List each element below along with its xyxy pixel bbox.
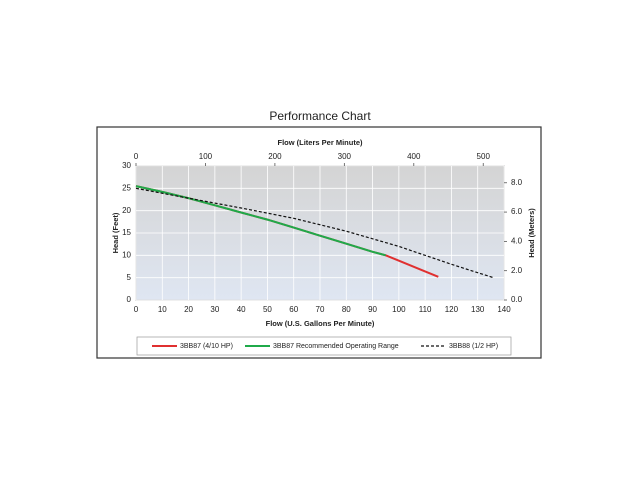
x-tick-label: 110 (419, 305, 432, 314)
x-tick-label: 20 (184, 305, 193, 314)
x-tick-label: 70 (316, 305, 325, 314)
x-tick-label: 60 (289, 305, 298, 314)
y2-tick-label: 4.0 (511, 236, 523, 245)
y-tick-label: 30 (122, 161, 131, 170)
y-tick-label: 10 (122, 250, 131, 259)
y2-tick-label: 0.0 (511, 295, 523, 304)
y2-tick-label: 2.0 (511, 266, 523, 275)
x2-tick-label: 500 (477, 152, 491, 161)
x2-tick-label: 200 (268, 152, 282, 161)
y-tick-label: 5 (127, 273, 132, 282)
y2-tick-label: 6.0 (511, 207, 523, 216)
x-tick-label: 40 (237, 305, 246, 314)
x2-axis-label: Flow (Liters Per Minute) (277, 138, 363, 147)
y-tick-label: 0 (127, 295, 132, 304)
x-tick-label: 0 (134, 305, 139, 314)
x-tick-label: 80 (342, 305, 351, 314)
x-tick-label: 50 (263, 305, 272, 314)
y-axis-label: Head (Feet) (111, 212, 120, 253)
legend-label: 3BB88 (1/2 HP) (449, 343, 498, 350)
series-line (135, 187, 494, 279)
x2-tick-label: 400 (407, 152, 421, 161)
x-tick-label: 120 (445, 305, 459, 314)
x2-tick-label: 100 (199, 152, 213, 161)
x2-tick-label: 0 (134, 152, 139, 161)
x-tick-label: 10 (158, 305, 167, 314)
x-tick-label: 130 (471, 305, 485, 314)
y-tick-label: 25 (122, 183, 131, 192)
x-tick-label: 90 (368, 305, 377, 314)
legend-label: 3BB87 Recommended Operating Range (273, 343, 399, 350)
legend (136, 336, 512, 356)
y2-axis-label: Head (Meters) (527, 208, 536, 258)
x-tick-label: 140 (497, 305, 511, 314)
y-tick-label: 20 (122, 206, 131, 215)
chart-title: Performance Chart (269, 109, 371, 123)
x-tick-label: 30 (210, 305, 219, 314)
y-tick-label: 15 (122, 228, 131, 237)
x-tick-label: 100 (392, 305, 406, 314)
x-axis-label: Flow (U.S. Gallons Per Minute) (266, 319, 375, 328)
series-line (135, 185, 386, 257)
x2-tick-label: 300 (338, 152, 352, 161)
legend-label: 3BB87 (4/10 HP) (180, 343, 233, 350)
y2-tick-label: 8.0 (511, 178, 523, 187)
